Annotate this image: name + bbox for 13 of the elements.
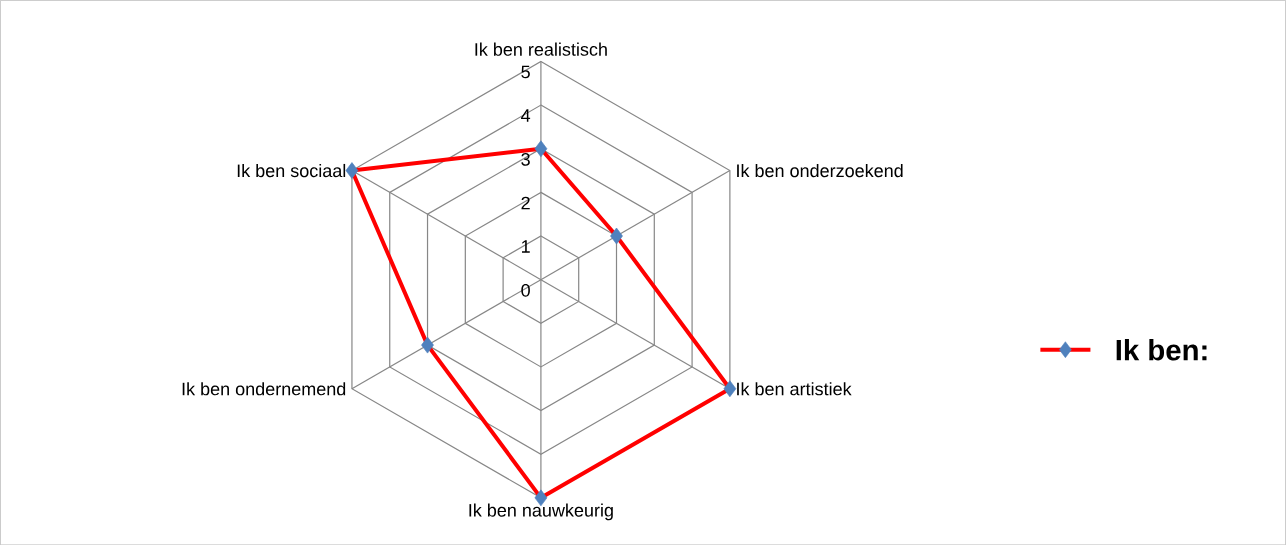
y-tick-label: 2 [521,196,530,210]
y-tick-label: 3 [521,152,530,166]
spoke-label: Ik ben onderzoekend [737,163,903,178]
spoke-label: Ik ben artistiek [737,381,852,396]
spoke-label: Ik ben sociaal [237,163,346,178]
legend-label: Ik ben: [1116,338,1207,361]
spoke-label: Ik ben ondernemend [182,381,346,396]
y-tick-label: 4 [521,109,531,122]
y-tick-label: 1 [522,240,530,253]
spoke-label: Ik ben nauwkeurig [469,503,613,521]
y-tick-label: 0 [521,283,530,297]
y-tick-label: 5 [521,65,530,79]
spoke-label: Ik ben realistisch [475,42,607,56]
